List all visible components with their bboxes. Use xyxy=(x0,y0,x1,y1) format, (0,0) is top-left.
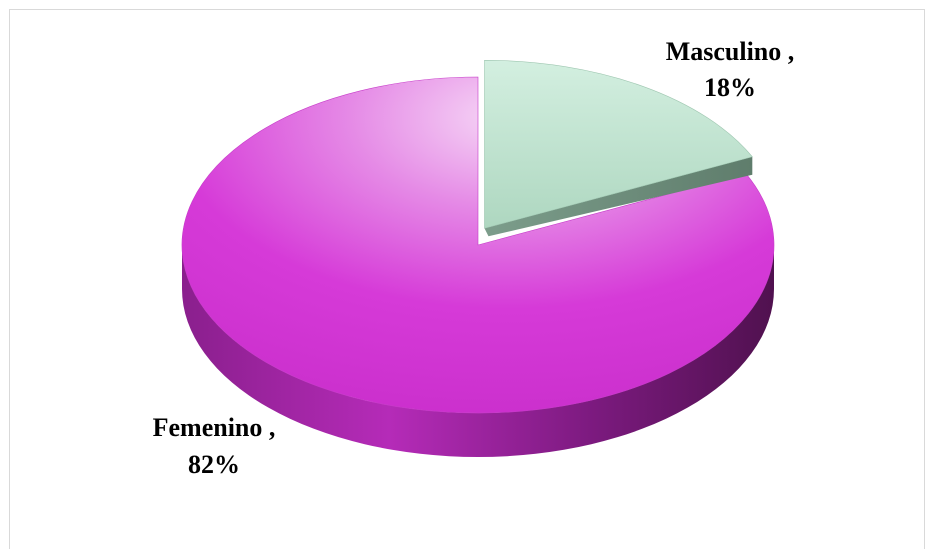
data-label-femenino-value: 82% xyxy=(188,450,240,479)
data-label-masculino-name: Masculino , xyxy=(666,37,795,66)
pie-slice-femenino xyxy=(181,76,775,414)
pie-slice-femenino-side xyxy=(182,245,774,457)
data-label-femenino-name: Femenino , xyxy=(153,413,276,442)
data-label-masculino-value: 18% xyxy=(704,73,756,102)
pie-slice-masculino-edge xyxy=(484,156,753,237)
pie-slice-masculino xyxy=(484,59,753,229)
